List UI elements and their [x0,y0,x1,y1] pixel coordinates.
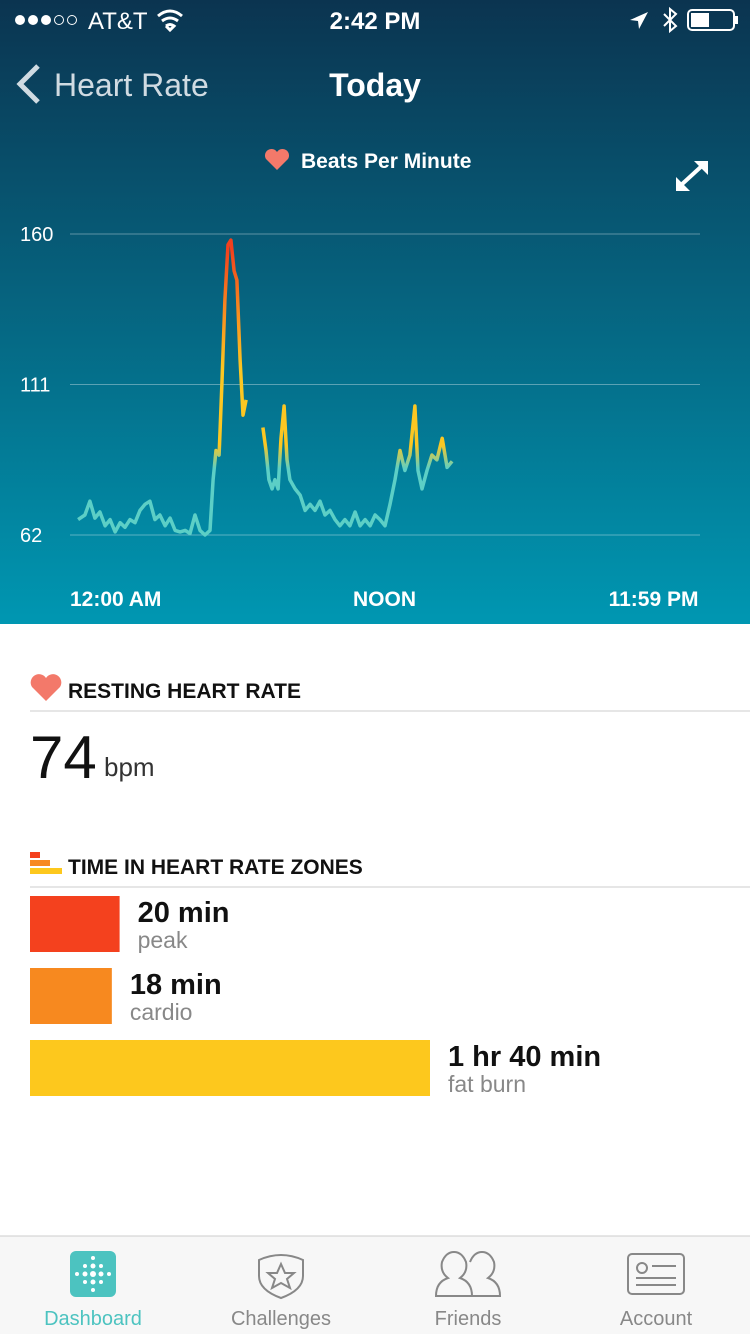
zone-bar [30,1040,430,1096]
heart-rate-line [77,238,454,537]
y-tick-label: 160 [20,224,53,246]
nav-title: Today [329,67,421,103]
section-title: TIME IN HEART RATE ZONES [68,856,363,879]
chart-title: Beats Per Minute [301,150,471,173]
clock: 2:42 PM [330,8,421,35]
resting-unit: bpm [104,752,155,782]
dashboard-dots [75,1256,111,1292]
zone-duration: 1 hr 40 min [448,1041,601,1073]
resting-value: 74 [30,724,97,791]
tab-label[interactable]: Challenges [231,1308,331,1330]
zone-name: fat burn [448,1071,526,1097]
battery-level [691,13,709,27]
signal [15,15,77,25]
wifi-icon [157,9,183,33]
header-bg [0,0,750,624]
battery-tip [735,16,738,24]
y-tick-label: 111 [20,375,50,397]
bluetooth-icon [663,6,678,34]
zone-duration: 20 min [138,897,230,929]
back-button[interactable]: Heart Rate [54,67,209,103]
friends-icon[interactable] [434,1250,502,1297]
content-bg [0,624,750,1236]
tab-label[interactable]: Account [620,1308,693,1330]
tab-label[interactable]: Dashboard [44,1308,142,1330]
section-title: RESTING HEART RATE [68,680,301,703]
heart-icon [30,674,62,701]
y-tick-label: 62 [20,525,42,547]
x-tick-label: NOON [353,588,416,611]
battery [687,9,735,31]
back-chevron[interactable] [16,64,40,104]
account-icon[interactable] [627,1253,685,1295]
expand-icon[interactable] [676,161,708,191]
zone-duration: 18 min [130,969,222,1001]
zone-name: peak [138,927,188,953]
zone-name: cardio [130,999,193,1025]
carrier: AT&T [88,8,148,35]
location-icon [630,12,648,29]
challenges-icon[interactable] [258,1254,304,1300]
zones-icon [30,852,62,874]
x-tick-label: 11:59 PM [609,588,699,611]
tab-label[interactable]: Friends [435,1308,502,1330]
heart-icon [264,148,290,170]
zone-bar [30,896,120,952]
zone-bar [30,968,112,1024]
x-tick-label: 12:00 AM [70,588,161,611]
tab-bar [0,1236,750,1334]
